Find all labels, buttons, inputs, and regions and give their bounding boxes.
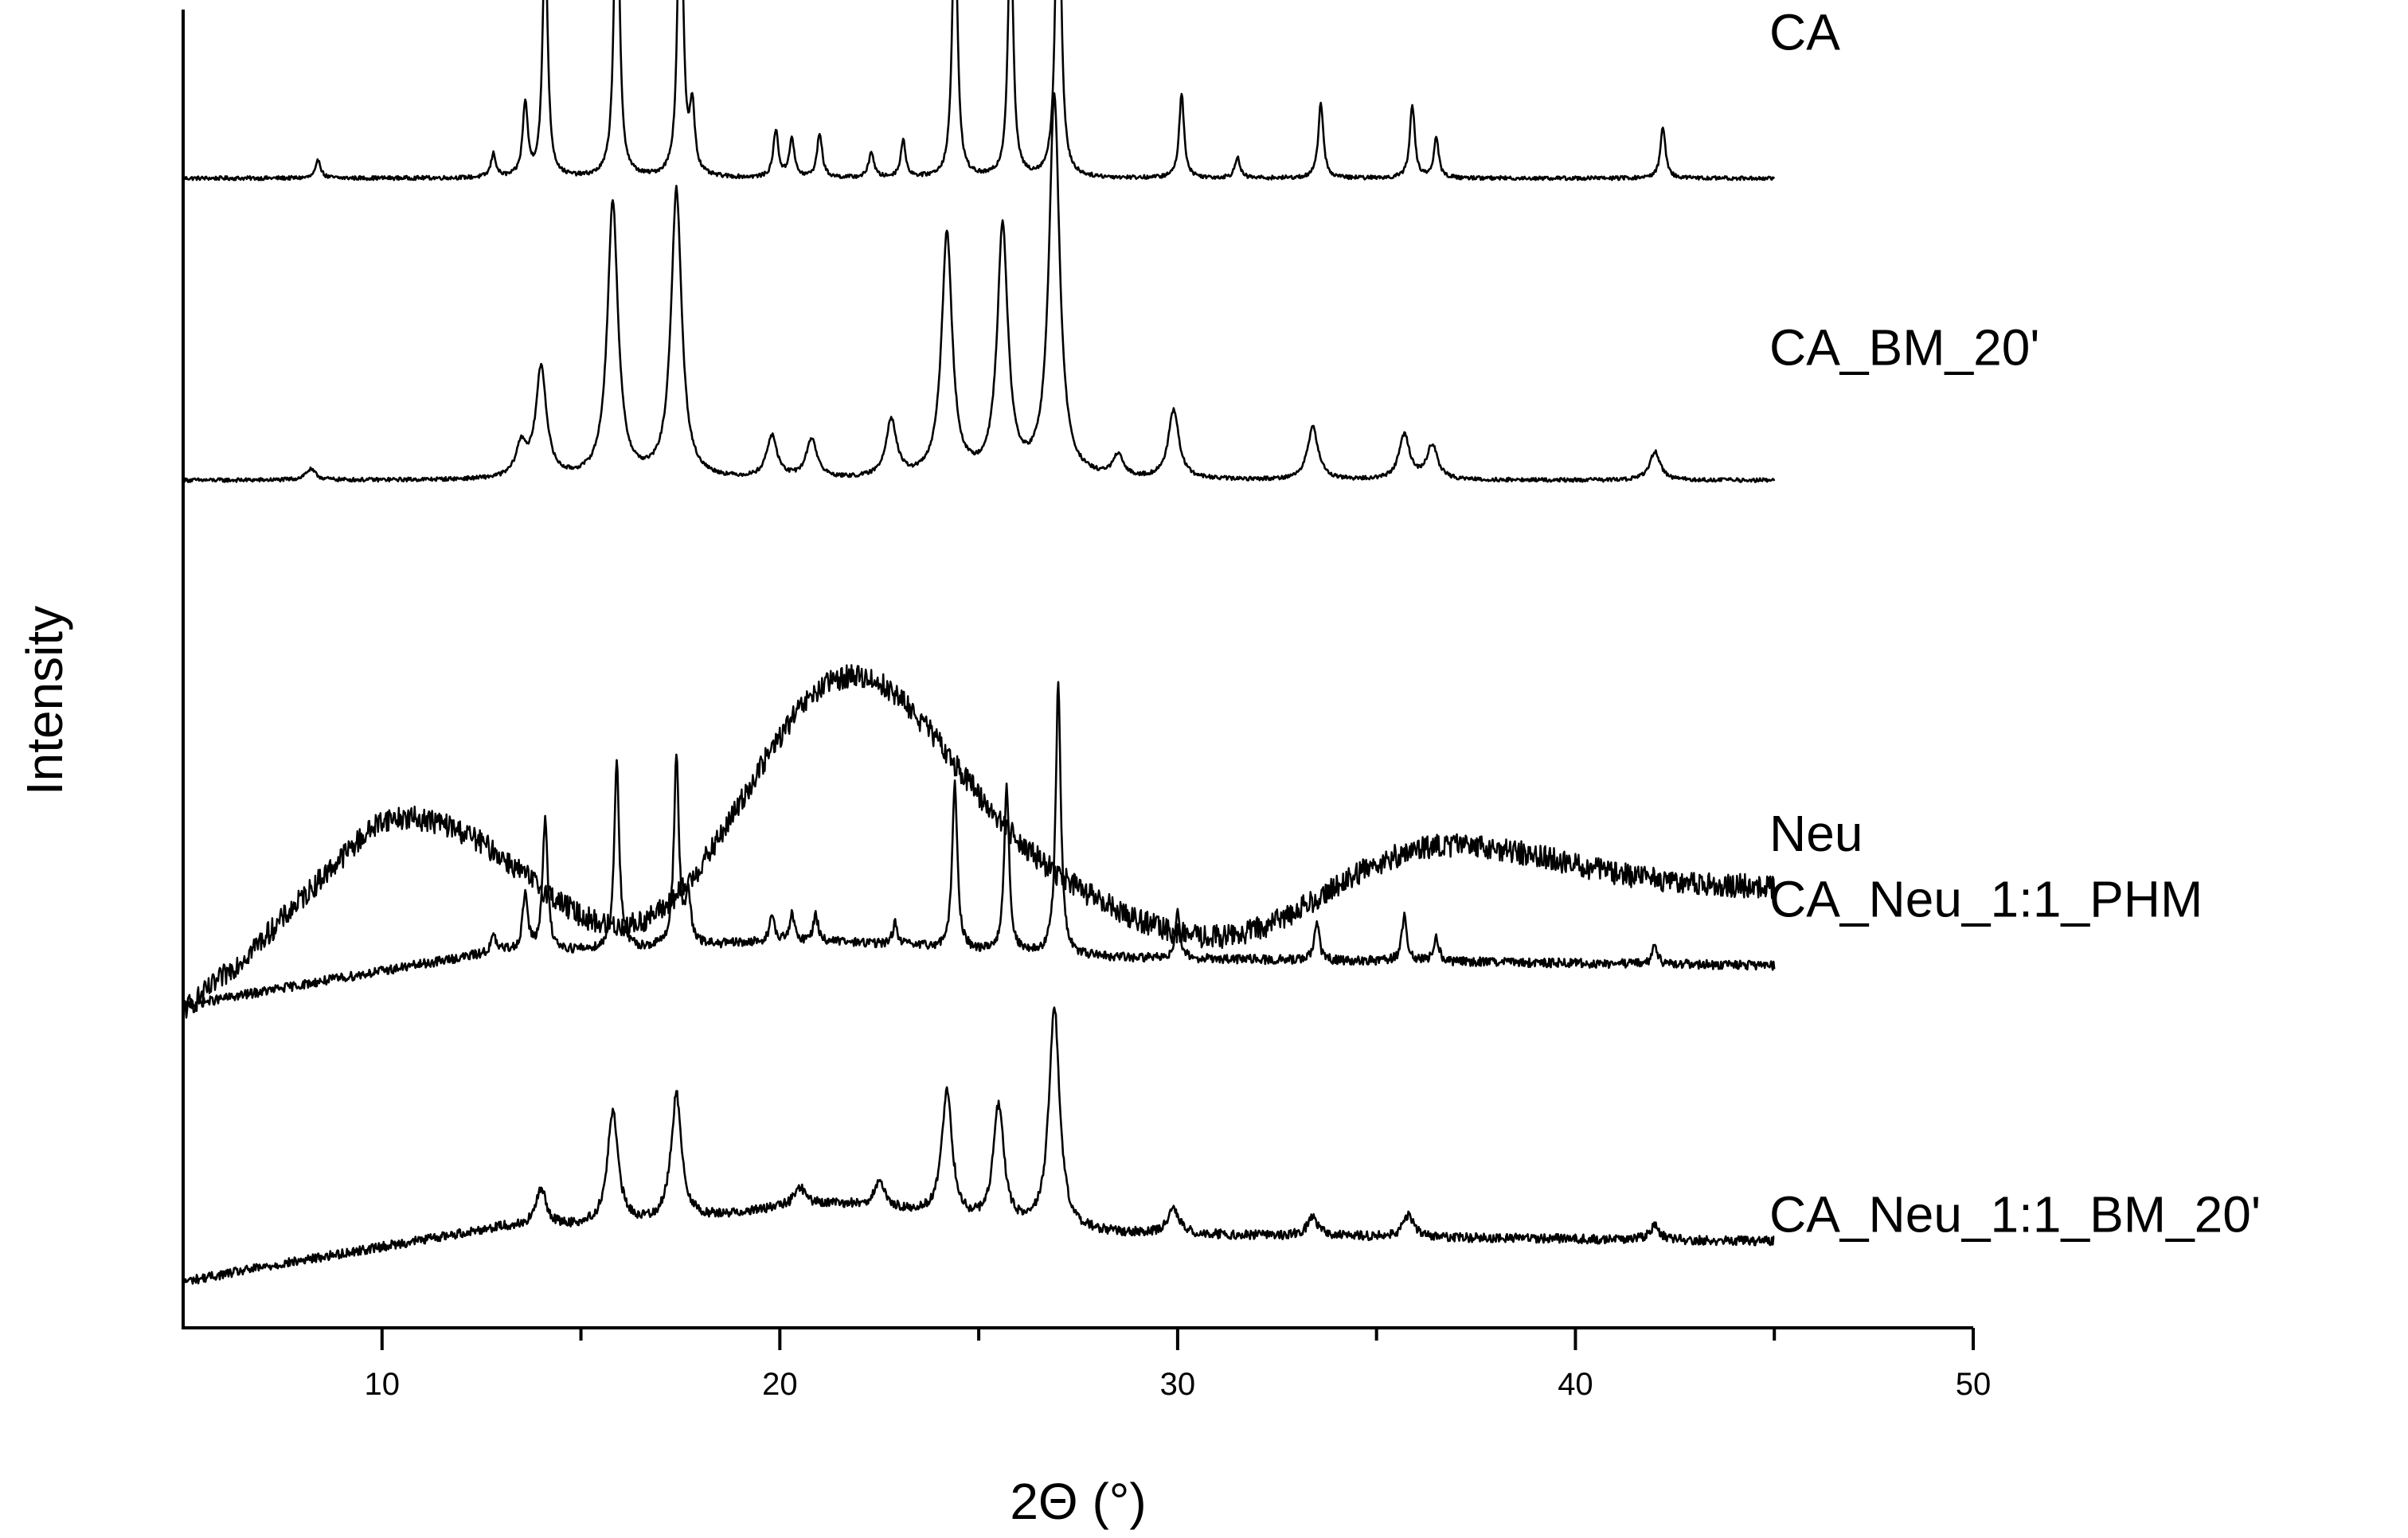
ticks-layer: 10 20 30 40 50	[365, 1328, 1992, 1402]
series-line-2	[182, 664, 1776, 1019]
series-line-0	[182, 0, 1776, 182]
series-line-4	[182, 1006, 1775, 1285]
x-tick-label: 50	[1956, 1367, 1992, 1402]
series-label-0: CA	[1769, 4, 1840, 61]
x-tick-label: 20	[762, 1367, 798, 1402]
x-tick-label: 30	[1160, 1367, 1196, 1402]
series-layer	[182, 0, 1776, 1285]
series-label-4: CA_Neu_1:1_BM_20'	[1769, 1186, 2261, 1243]
x-tick-label: 40	[1558, 1367, 1593, 1402]
series-label-3: CA_Neu_1:1_PHM	[1769, 871, 2203, 928]
series-labels: CA CA_BM_20' Neu CA_Neu_1:1_PHM CA_Neu_1:1_B…	[1769, 4, 2261, 1243]
series-line-1	[182, 92, 1776, 483]
axes-layer	[182, 10, 1973, 1329]
x-tick-label: 10	[365, 1367, 401, 1402]
x-axis-title: 2Θ (°)	[1010, 1473, 1146, 1530]
series-label-1: CA_BM_20'	[1769, 319, 2040, 377]
series-label-2: Neu	[1769, 805, 1863, 862]
series-line-3	[182, 681, 1776, 1010]
y-axis-title: Intensity	[16, 606, 73, 795]
